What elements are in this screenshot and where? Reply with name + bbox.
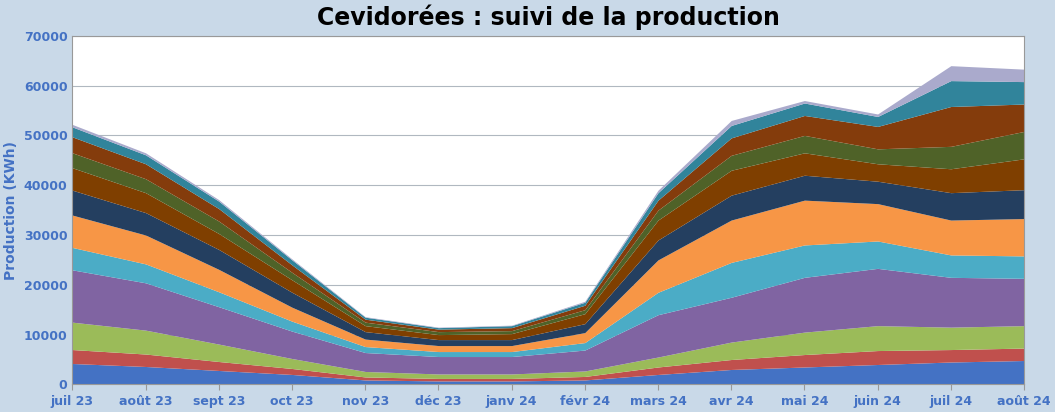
Title: Cevidorées : suivi de la production: Cevidorées : suivi de la production xyxy=(316,4,780,30)
Y-axis label: Production (KWh): Production (KWh) xyxy=(4,140,18,280)
